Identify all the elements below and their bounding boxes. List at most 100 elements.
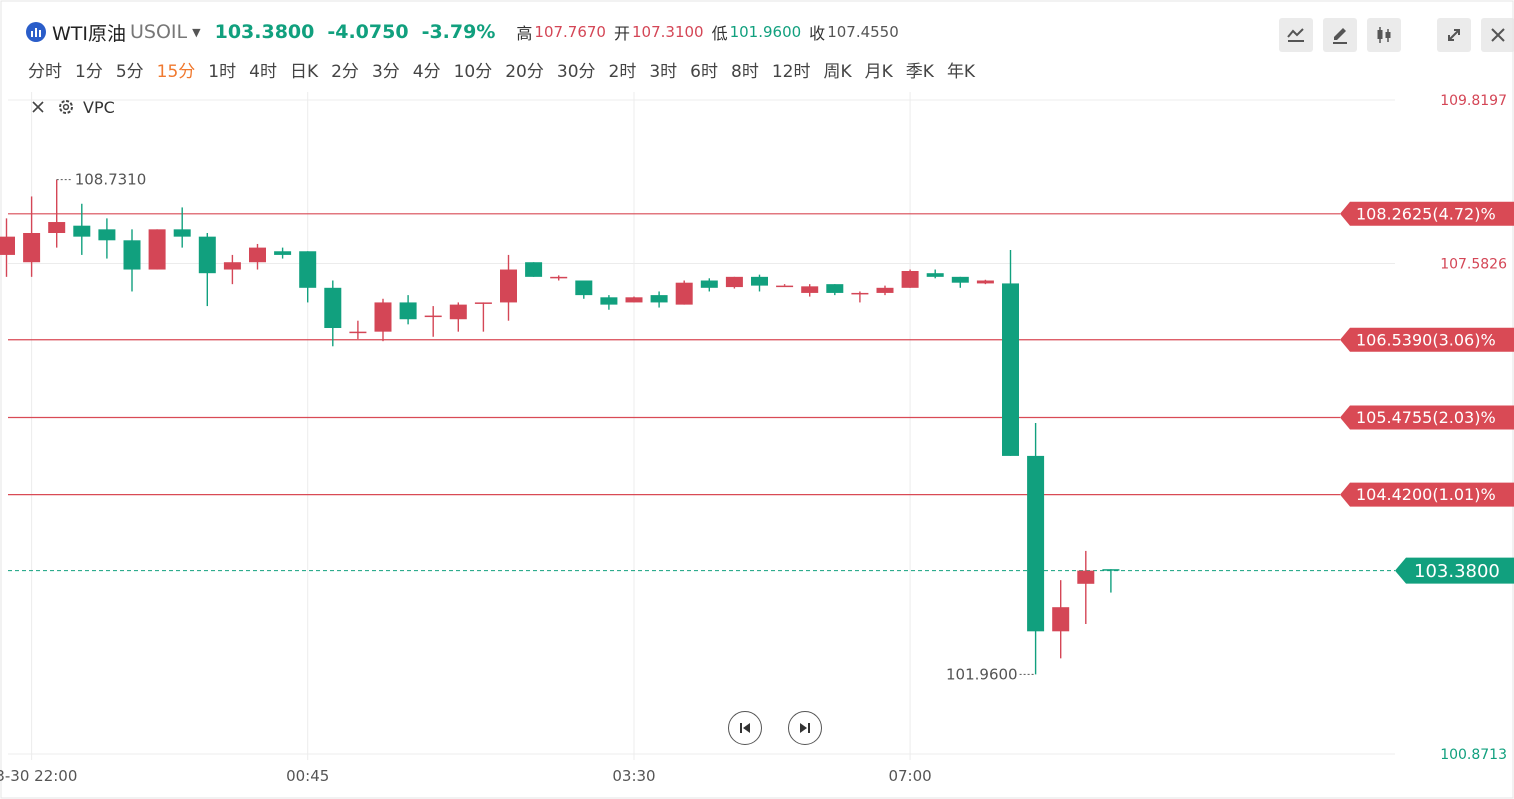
open-label: 开: [613, 24, 630, 43]
close-label: 收: [809, 24, 826, 43]
period-tab[interactable]: 周K: [823, 62, 852, 82]
symbol-name[interactable]: WTI原油: [52, 22, 126, 45]
period-tab[interactable]: 2分: [331, 62, 359, 82]
x-tick-label: 03:30: [612, 767, 655, 785]
last-price: 103.3800: [214, 21, 315, 43]
period-tab[interactable]: 年K: [946, 62, 976, 82]
symbol-dropdown-icon[interactable]: ▼: [192, 25, 201, 39]
candle-body: [951, 276, 969, 283]
candle-body: [173, 229, 191, 237]
high-value: 107.7670: [534, 23, 606, 41]
period-tab[interactable]: 分时: [28, 62, 62, 82]
candle-body: [274, 251, 292, 255]
period-tab[interactable]: 10分: [453, 62, 493, 82]
open-value: 107.3100: [632, 23, 704, 41]
candle-body: [449, 304, 467, 320]
candle-body: [0, 236, 15, 255]
price-line-label: 105.4755(2.03)%: [1356, 408, 1496, 427]
candle-style-icon[interactable]: [1367, 18, 1401, 52]
gear-icon[interactable]: [55, 96, 77, 118]
y-tick-label: 107.5826: [1440, 257, 1507, 273]
low-label: 低: [711, 24, 728, 43]
period-tab[interactable]: 2时: [608, 62, 637, 82]
price-change: -4.0750: [327, 21, 409, 43]
line-tool-icon[interactable]: [1279, 18, 1313, 52]
price-line-label: 106.5390(3.06)%: [1356, 330, 1496, 349]
close-value: 107.4550: [827, 23, 899, 41]
period-tab[interactable]: 20分: [505, 62, 544, 82]
candle-body: [399, 302, 417, 320]
symbol-code[interactable]: USOIL: [130, 21, 188, 43]
close-icon[interactable]: [1481, 18, 1514, 52]
candle-body: [48, 222, 66, 233]
period-tab[interactable]: 3分: [371, 62, 400, 82]
y-tick-label: 100.8713: [1440, 747, 1507, 763]
current-price-tag: [1395, 557, 1514, 584]
candle-body: [1077, 570, 1095, 584]
candle-body: [700, 280, 718, 288]
period-tab[interactable]: 1时: [208, 62, 237, 82]
candle-body: [374, 302, 392, 332]
toolbar: [1279, 18, 1514, 52]
candle-body: [600, 297, 618, 305]
period-tab[interactable]: 4时: [249, 62, 277, 82]
candle-body: [324, 287, 342, 329]
price-line-label-tag: [1340, 201, 1514, 226]
candle-body: [550, 276, 568, 279]
low-value: 101.9600: [729, 23, 802, 41]
candle-body: [249, 247, 266, 263]
current-price-label: 103.3800: [1414, 561, 1500, 582]
candle-body: [826, 284, 844, 293]
indicator-name: VPC: [83, 97, 115, 117]
candle-body: [123, 240, 141, 270]
candle-body: [349, 331, 367, 334]
price-change-percent: -3.79%: [421, 21, 496, 43]
period-tab[interactable]: 30分: [556, 62, 596, 82]
candle-body: [1027, 455, 1045, 632]
candle-body: [801, 286, 819, 293]
period-tab[interactable]: 1分: [75, 62, 103, 82]
candle-body: [976, 280, 994, 284]
candle-body: [474, 302, 492, 304]
min-price-label: 101.9600: [946, 665, 1018, 683]
symbol-row: WTI原油 USOIL ▼ 103.3800 -4.0750 -3.79% 高 …: [26, 18, 899, 46]
candle-body: [148, 229, 166, 270]
candle-body: [851, 292, 869, 295]
period-tab[interactable]: 4分: [412, 62, 441, 82]
period-tab[interactable]: 月K: [864, 62, 893, 82]
candle-body: [1002, 283, 1019, 456]
skip-forward-icon: [800, 723, 810, 733]
period-tab[interactable]: 12时: [771, 62, 811, 82]
remove-indicator-icon[interactable]: [27, 96, 49, 118]
period-tab[interactable]: 15分: [156, 62, 196, 82]
y-tick-label: 109.8197: [1440, 93, 1507, 109]
skip-back-button[interactable]: [728, 711, 762, 745]
period-tab[interactable]: 3时: [649, 62, 678, 82]
period-tab[interactable]: 日K: [289, 62, 319, 82]
candle-body: [725, 276, 743, 288]
expand-icon[interactable]: [1437, 18, 1471, 52]
chart-logo-icon: [26, 22, 46, 42]
candle-body: [675, 282, 693, 305]
period-tab[interactable]: 6时: [690, 62, 718, 82]
price-line-label-tag: [1340, 482, 1514, 507]
skip-forward-button[interactable]: [788, 711, 822, 745]
candle-body: [625, 297, 643, 303]
candle-body: [98, 229, 116, 241]
candle-body: [299, 251, 317, 288]
period-tab[interactable]: 8时: [731, 62, 759, 82]
candle-body: [650, 295, 668, 303]
period-tabs: 分时 1分 5分 15分 1时 4时 日K 2分 3分 4分 10分 20分 30分 2时 3时 6时 8时 12…: [28, 57, 988, 82]
candle-body: [500, 269, 517, 303]
indicator-bar: VPC: [27, 96, 115, 118]
period-tab[interactable]: 季K: [905, 62, 934, 82]
candle-body: [751, 276, 768, 286]
price-line-label: 108.2625(4.72)%: [1356, 204, 1496, 223]
skip-back-icon: [740, 723, 750, 733]
high-label: 高: [516, 24, 533, 43]
pen-tool-icon[interactable]: [1323, 18, 1357, 52]
period-tab[interactable]: 5分: [115, 62, 144, 82]
candle-body: [23, 232, 41, 263]
